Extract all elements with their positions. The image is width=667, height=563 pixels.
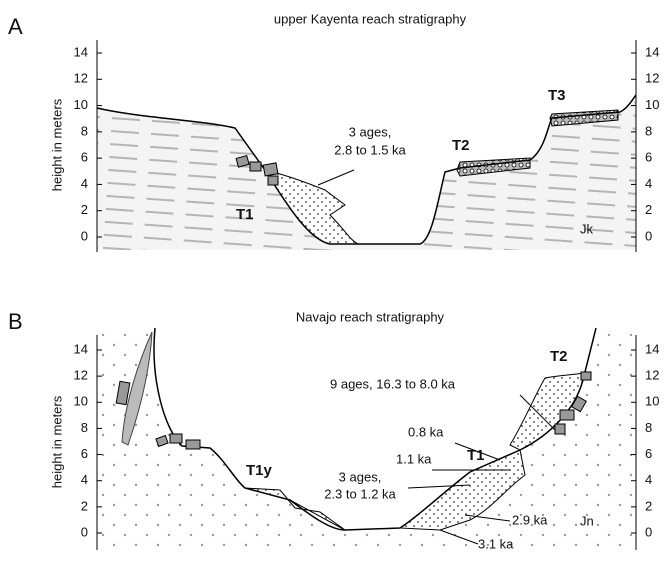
annotation: Jk xyxy=(580,221,594,236)
annotation: Jn xyxy=(580,513,594,528)
y-tick-label: 0 xyxy=(81,228,88,243)
y-tick-label: 0 xyxy=(645,524,652,539)
annotation: 2.8 to 1.5 ka xyxy=(334,142,406,157)
annotation: T3 xyxy=(548,87,566,104)
annotation: T2 xyxy=(452,137,470,154)
annotation: T1 xyxy=(467,447,485,464)
panel-a: A upper Kayenta reach stratigraphy heigh… xyxy=(8,11,636,252)
y-tick-label: 12 xyxy=(645,71,659,86)
y-tick-label: 14 xyxy=(74,341,88,356)
y-tick-label: 8 xyxy=(645,420,652,435)
annotation: 9 ages, 16.3 to 8.0 ka xyxy=(330,376,456,391)
panel-letter: A xyxy=(8,14,23,39)
y-tick-label: 6 xyxy=(645,446,652,461)
y-tick-label: 14 xyxy=(645,44,659,59)
panel-b: B Navajo reach stratigraphy height in me… xyxy=(8,309,636,552)
y-tick-label: 10 xyxy=(74,394,88,409)
annotation: 2.9 ka xyxy=(512,512,548,527)
annotation: 3 ages, xyxy=(349,124,392,139)
leader xyxy=(318,170,354,185)
y-tick-label: 2 xyxy=(81,498,88,513)
panel-title: upper Kayenta reach stratigraphy xyxy=(274,11,467,26)
panel-title: Navajo reach stratigraphy xyxy=(296,309,445,324)
annotation: 3 ages, xyxy=(339,469,382,484)
annotation: 0.8 ka xyxy=(408,424,444,439)
y-tick-label: 10 xyxy=(645,97,659,112)
y-tick-label: 12 xyxy=(74,368,88,383)
y-tick-label: 2 xyxy=(81,202,88,217)
y-tick-label: 14 xyxy=(74,44,88,59)
panel-letter: B xyxy=(8,309,23,334)
y-tick-label: 2 xyxy=(645,202,652,217)
y-tick-label: 14 xyxy=(645,341,659,356)
annotation: T1y xyxy=(246,462,273,479)
y-tick-label: 0 xyxy=(81,524,88,539)
y-tick-label: 4 xyxy=(645,472,652,487)
y-tick-label: 12 xyxy=(645,368,659,383)
annotation: T1 xyxy=(236,206,254,223)
annotation: 2.3 to 1.2 ka xyxy=(324,486,396,501)
y-tick-label: 6 xyxy=(81,150,88,165)
y-tick-label: 0 xyxy=(645,228,652,243)
y-axis-label: height in meters xyxy=(49,98,64,191)
y-tick-label: 12 xyxy=(74,71,88,86)
y-tick-label: 4 xyxy=(81,472,88,487)
y-tick-label: 4 xyxy=(645,176,652,191)
y-tick-label: 8 xyxy=(81,420,88,435)
y-tick-label: 4 xyxy=(81,176,88,191)
figure: A upper Kayenta reach stratigraphy heigh… xyxy=(0,0,667,563)
annotation: 3.1 ka xyxy=(478,536,514,551)
y-tick-label: 10 xyxy=(74,97,88,112)
annotation: T2 xyxy=(550,348,568,365)
y-tick-label: 10 xyxy=(645,394,659,409)
y-tick-label: 8 xyxy=(81,123,88,138)
y-tick-label: 6 xyxy=(645,150,652,165)
y-tick-label: 6 xyxy=(81,446,88,461)
y-tick-label: 8 xyxy=(645,123,652,138)
y-tick-label: 2 xyxy=(645,498,652,513)
annotation: 1.1 ka xyxy=(396,451,432,466)
y-axis-label: height in meters xyxy=(49,395,64,488)
